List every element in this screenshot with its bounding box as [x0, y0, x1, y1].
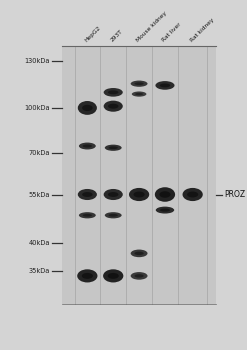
Ellipse shape: [82, 192, 93, 197]
Ellipse shape: [105, 145, 122, 151]
Ellipse shape: [83, 214, 92, 217]
Ellipse shape: [108, 90, 119, 94]
Ellipse shape: [134, 82, 144, 85]
Ellipse shape: [103, 269, 123, 282]
Text: 35kDa: 35kDa: [28, 268, 50, 274]
Ellipse shape: [105, 212, 122, 218]
FancyBboxPatch shape: [62, 46, 216, 303]
Ellipse shape: [155, 81, 175, 90]
Ellipse shape: [156, 206, 174, 214]
Ellipse shape: [129, 188, 149, 201]
Text: PROZ: PROZ: [224, 190, 245, 199]
Ellipse shape: [131, 272, 147, 280]
Text: Rat kidney: Rat kidney: [189, 17, 215, 43]
Ellipse shape: [108, 104, 119, 109]
Text: HepG2: HepG2: [84, 25, 102, 43]
Ellipse shape: [134, 252, 144, 255]
Text: 40kDa: 40kDa: [28, 240, 50, 246]
Ellipse shape: [82, 273, 93, 279]
Text: 293T: 293T: [110, 29, 124, 43]
Text: 70kDa: 70kDa: [28, 150, 50, 156]
Ellipse shape: [131, 250, 147, 257]
Text: 100kDa: 100kDa: [24, 105, 50, 111]
Text: Mouse kidney: Mouse kidney: [136, 10, 168, 43]
Ellipse shape: [183, 188, 203, 201]
Ellipse shape: [135, 93, 143, 95]
Ellipse shape: [131, 80, 147, 87]
Ellipse shape: [155, 187, 175, 202]
Ellipse shape: [108, 192, 119, 197]
Ellipse shape: [104, 189, 123, 200]
Text: 130kDa: 130kDa: [24, 58, 50, 64]
Ellipse shape: [108, 273, 119, 279]
Ellipse shape: [104, 101, 123, 112]
Ellipse shape: [132, 91, 146, 97]
Ellipse shape: [77, 269, 98, 282]
Ellipse shape: [160, 209, 170, 212]
Ellipse shape: [134, 274, 144, 278]
Text: Rat liver: Rat liver: [162, 22, 182, 43]
Ellipse shape: [109, 146, 118, 149]
Ellipse shape: [159, 191, 170, 198]
Ellipse shape: [109, 214, 118, 217]
Ellipse shape: [79, 142, 96, 149]
Ellipse shape: [160, 83, 170, 88]
Ellipse shape: [79, 212, 96, 218]
Ellipse shape: [187, 191, 198, 197]
Ellipse shape: [78, 189, 97, 200]
Ellipse shape: [134, 191, 145, 197]
Ellipse shape: [104, 88, 123, 97]
Ellipse shape: [78, 101, 97, 115]
Ellipse shape: [82, 105, 93, 111]
Ellipse shape: [83, 145, 92, 148]
Text: 55kDa: 55kDa: [28, 191, 50, 197]
